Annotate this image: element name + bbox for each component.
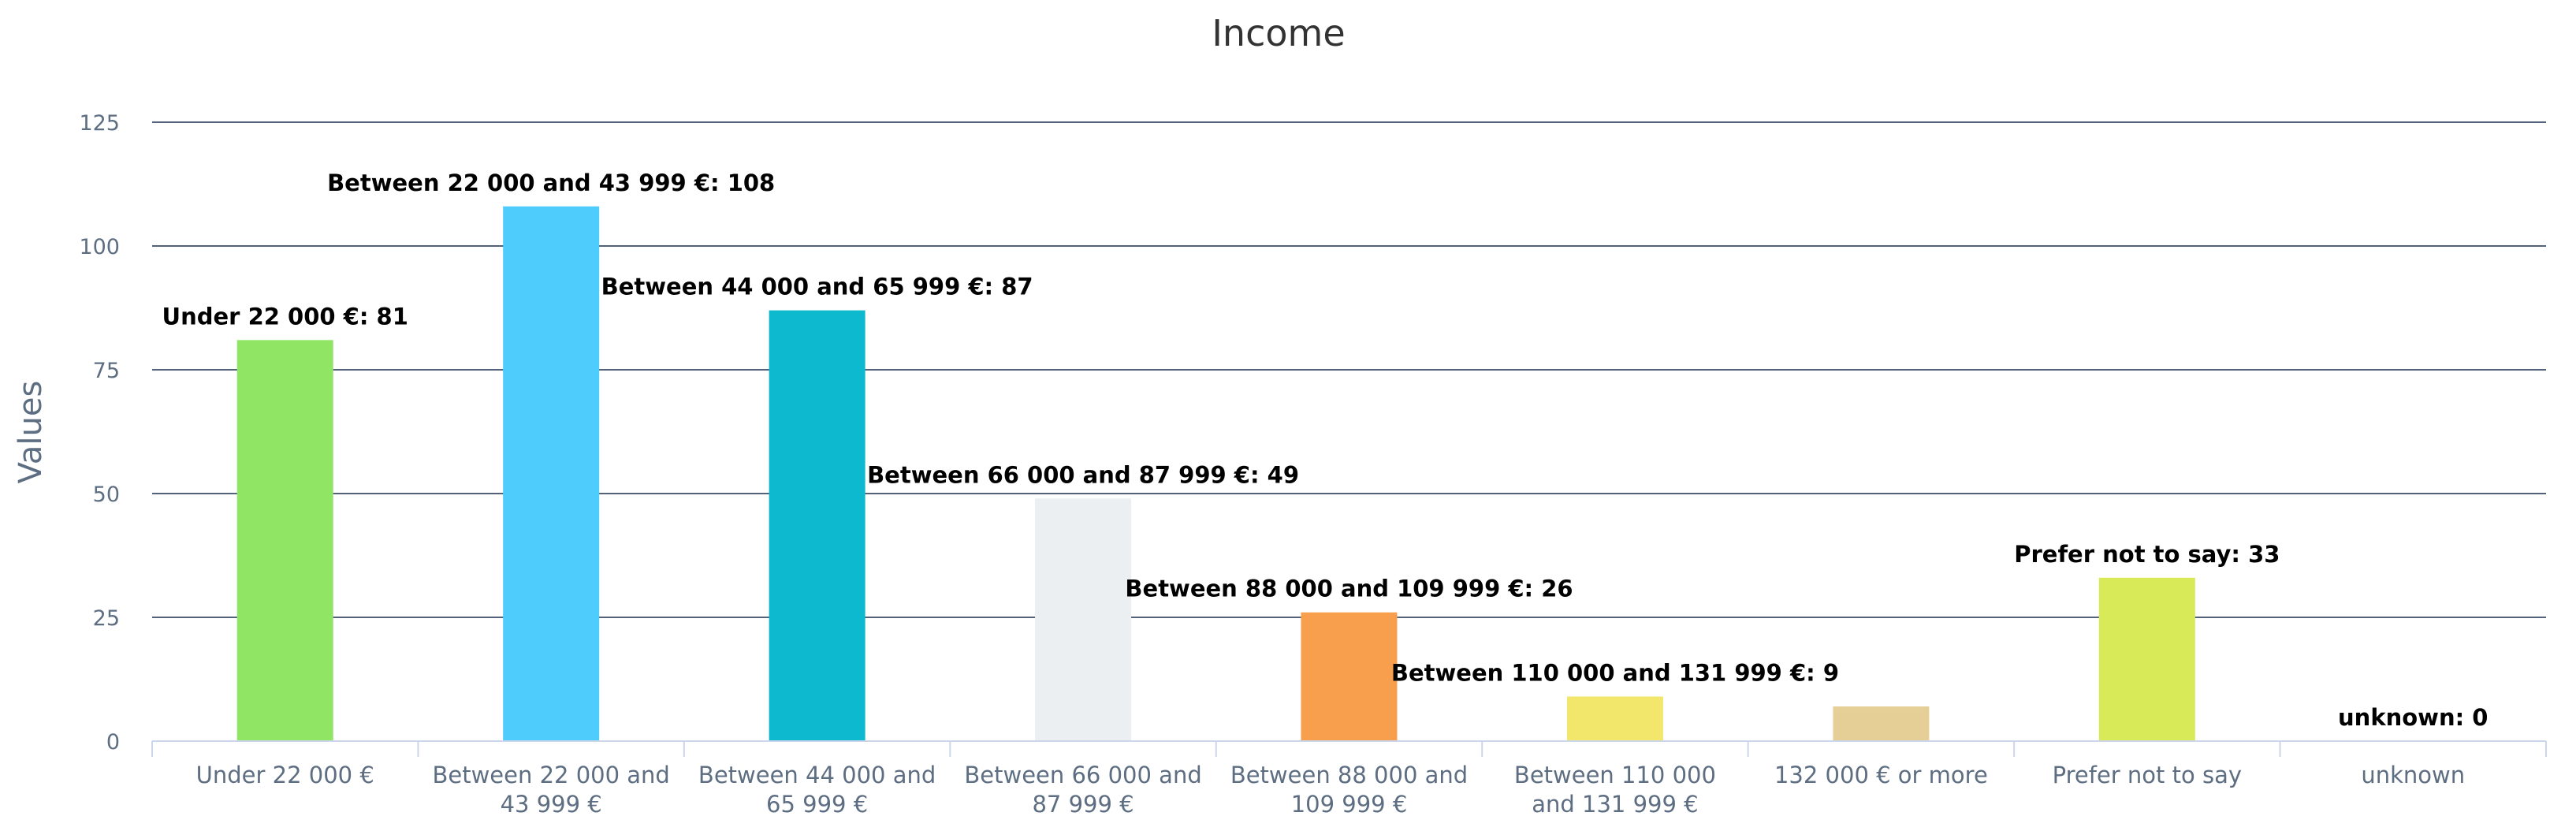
bar — [236, 340, 333, 741]
x-axis — [151, 740, 2547, 757]
data-label: Between 66 000 and 87 999 €: 49 — [867, 461, 1299, 488]
x-tick-label: Prefer not to say — [2053, 762, 2242, 788]
data-labels: Under 22 000 €: 81 Between 22 000 and 43 … — [162, 170, 2489, 731]
bars — [236, 206, 2195, 741]
bar — [1566, 696, 1663, 741]
bar — [503, 206, 600, 741]
x-tick-label: Between 22 000 and 43 999 € — [432, 762, 669, 818]
y-axis-ticks: 0 25 50 75 100 125 — [79, 111, 120, 755]
data-label: Under 22 000 €: 81 — [162, 303, 408, 330]
y-tick-label: 50 — [93, 483, 120, 507]
bar — [2098, 577, 2195, 741]
x-tick-label: unknown — [2361, 762, 2465, 788]
bar — [1833, 706, 1930, 741]
data-label: Prefer not to say: 33 — [2014, 541, 2280, 568]
data-label: Between 22 000 and 43 999 €: 108 — [327, 170, 775, 196]
data-label: Between 44 000 and 65 999 €: 87 — [601, 274, 1033, 300]
y-tick-label: 100 — [79, 235, 120, 259]
y-tick-label: 75 — [93, 359, 120, 383]
y-tick-label: 0 — [106, 730, 120, 755]
y-axis-label: Values — [13, 381, 49, 484]
bar — [769, 310, 865, 741]
y-tick-label: 25 — [93, 606, 120, 631]
x-tick-label: Between 44 000 and 65 999 € — [698, 762, 936, 818]
x-axis-ticks: Under 22 000 € Between 22 000 and 43 999 €… — [196, 762, 2466, 818]
bar — [1035, 498, 1132, 741]
y-tick-label: 125 — [79, 111, 120, 136]
data-label: Between 110 000 and 131 999 €: 9 — [1391, 659, 1839, 686]
x-tick-label: Between 110 000 and 131 999 € — [1514, 762, 1716, 818]
bar — [1301, 612, 1398, 741]
x-tick-label: Under 22 000 € — [196, 762, 374, 788]
x-tick-label: Between 66 000 and 87 999 € — [964, 762, 1201, 818]
chart-title: Income — [1212, 12, 1345, 54]
data-label: unknown: 0 — [2338, 704, 2488, 731]
data-label: Between 88 000 and 109 999 €: 26 — [1125, 576, 1573, 602]
x-tick-label: 132 000 € or more — [1774, 762, 1988, 788]
x-tick-label: Between 88 000 and 109 999 € — [1230, 762, 1468, 818]
